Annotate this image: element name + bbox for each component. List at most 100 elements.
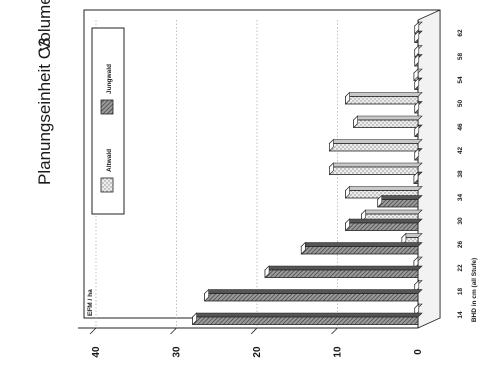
- bar-jungwald-46: [414, 124, 423, 138]
- bar-altwald-34-end: [345, 185, 350, 199]
- bar-jungwald-30-top: [344, 218, 423, 224]
- bar-jungwald-18-top: [203, 289, 423, 294]
- plot-area: 0 10 20 30 40 14 18 22 26 30 34 38 42 46 50 54 58 62: [78, 9, 464, 358]
- tick-mark-40: [89, 327, 97, 335]
- bar-jungwald-62-end: [414, 30, 420, 44]
- value-tick-20: 20: [252, 346, 263, 358]
- legend-swatch-jungwald: [100, 99, 114, 115]
- bar-jungwald-42: [414, 147, 423, 161]
- category-tick-18: 18: [457, 288, 464, 296]
- bar-jungwald-22-top: [264, 265, 423, 271]
- legend-label-jungwald: Jungwald: [106, 64, 113, 94]
- bar-altwald-38-top: [328, 162, 423, 168]
- bar-altwald-54-end: [413, 68, 419, 82]
- bar-altwald-62-end: [414, 21, 420, 35]
- bar-altwald-46-top: [352, 115, 423, 121]
- bar-jungwald-42-end: [414, 147, 420, 161]
- bar-altwald-42: [328, 138, 423, 152]
- bar-altwald-18: [414, 279, 423, 293]
- category-tick-labels: 14 18 22 26 30 34 38 42 46 50 54 58 62: [457, 29, 464, 319]
- bar-jungwald-18-face: [204, 293, 419, 302]
- bar-jungwald-26-face: [300, 246, 419, 255]
- bar-altwald-46-face: [353, 119, 419, 128]
- value-tick-10: 10: [333, 346, 344, 358]
- value-tick-40: 40: [91, 346, 102, 358]
- chart-title: Planungseinheit C3: [35, 38, 54, 185]
- bar-jungwald-14: [191, 312, 423, 326]
- chart-subtitle: Volumen: [35, 0, 54, 52]
- bar-jungwald-34-face: [377, 199, 419, 208]
- bar-jungwald-30: [344, 218, 423, 232]
- bar-altwald-38: [328, 162, 423, 176]
- bar-jungwald-14-end: [192, 312, 197, 326]
- value-axis-label: EFM / ha: [87, 289, 94, 316]
- bar-jungwald-14-face: [192, 316, 419, 325]
- bar-altwald-46-end: [353, 115, 358, 129]
- category-tick-58: 58: [457, 53, 464, 61]
- bar-altwald-42-top: [328, 139, 423, 144]
- bar-jungwald-30-end: [345, 218, 350, 232]
- bar-jungwald-58-end: [414, 53, 420, 67]
- bar-jungwald-38-end: [413, 171, 419, 185]
- category-tick-26: 26: [457, 241, 464, 249]
- bar-jungwald-26-top: [300, 242, 423, 247]
- bar-jungwald-22: [264, 265, 423, 279]
- bar-altwald-58-end: [414, 44, 420, 58]
- tick-mark-20: [250, 327, 258, 335]
- bar-altwald-50: [344, 91, 423, 105]
- bar-jungwald-38: [413, 171, 423, 185]
- bar-altwald-38-face: [329, 166, 419, 175]
- bar-altwald-50-top: [344, 92, 423, 97]
- value-tick-labels: 0 10 20 30 40: [91, 346, 424, 358]
- bar-jungwald-58: [414, 53, 423, 67]
- bar-jungwald-62: [414, 30, 423, 44]
- bar-altwald-38-end: [329, 162, 334, 176]
- bar-altwald-50-end: [345, 91, 350, 105]
- bar-jungwald-18-end: [204, 288, 209, 302]
- bar-altwald-34-top: [344, 186, 423, 191]
- category-tick-62: 62: [457, 29, 464, 37]
- category-tick-42: 42: [457, 147, 464, 155]
- legend-label-altwald: Altwald: [106, 149, 113, 172]
- category-tick-54: 54: [457, 76, 464, 84]
- bar-altwald-30-top: [360, 209, 423, 215]
- bars: [191, 21, 423, 326]
- tick-mark-10: [331, 327, 338, 335]
- bar-jungwald-30-face: [345, 222, 419, 231]
- bar-jungwald-50-end: [414, 100, 420, 114]
- bar-altwald-54: [413, 68, 423, 82]
- value-tick-0: 0: [413, 349, 424, 355]
- category-tick-30: 30: [457, 217, 464, 225]
- bar-jungwald-22-face: [264, 269, 419, 278]
- category-tick-38: 38: [457, 170, 464, 178]
- bar-jungwald-34-top: [377, 195, 423, 200]
- value-tick-30: 30: [172, 346, 183, 358]
- bar-jungwald-34-end: [377, 194, 383, 208]
- bar-altwald-50-face: [345, 96, 419, 105]
- category-tick-34: 34: [457, 194, 464, 202]
- bar-jungwald-26-end: [300, 241, 306, 255]
- bar-altwald-30: [360, 209, 423, 223]
- tick-mark-30: [170, 327, 177, 335]
- category-axis-label: BHD in cm (all Stufe): [471, 258, 478, 322]
- bar-jungwald-54-end: [414, 77, 420, 91]
- bar-altwald-46: [352, 115, 423, 129]
- bar-jungwald-26: [300, 241, 423, 255]
- category-tick-14: 14: [457, 311, 464, 319]
- legend: Altwald Jungwald: [91, 27, 125, 215]
- category-tick-50: 50: [457, 100, 464, 108]
- category-tick-22: 22: [457, 264, 464, 272]
- category-tick-46: 46: [457, 123, 464, 131]
- bar-jungwald-54: [414, 77, 423, 91]
- bar-altwald-42-face: [329, 143, 419, 152]
- bar-jungwald-34: [377, 194, 423, 208]
- bar-jungwald-46-end: [414, 124, 420, 138]
- bar-jungwald-18: [203, 288, 423, 302]
- legend-swatch-altwald: [100, 177, 114, 193]
- bar-altwald-42-end: [329, 138, 334, 152]
- bar-jungwald-14-top: [191, 312, 423, 318]
- bar-jungwald-22-end: [264, 265, 270, 279]
- bar-altwald-58: [414, 44, 423, 58]
- bar-jungwald-50: [414, 100, 423, 114]
